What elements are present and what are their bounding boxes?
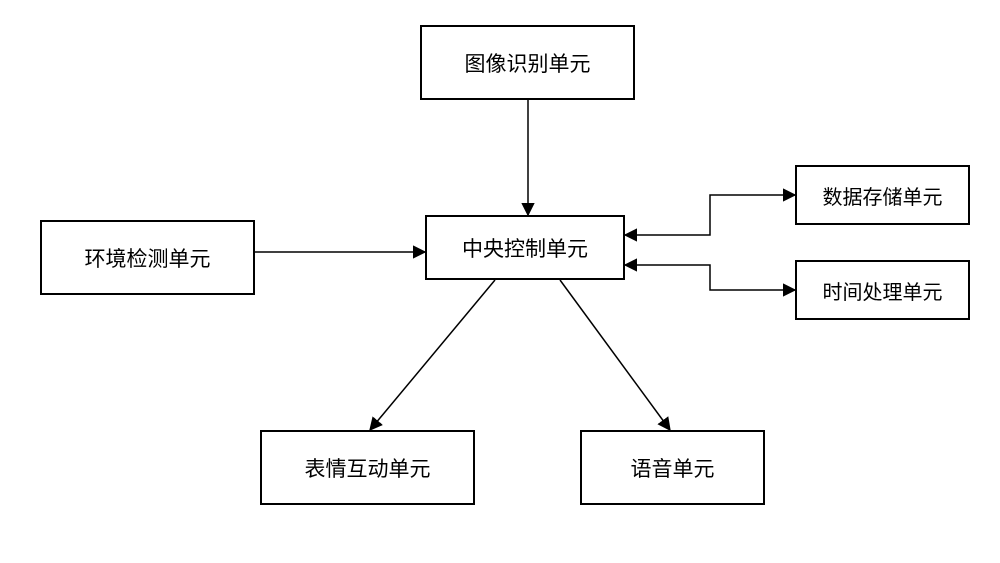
node-image-recognition: 图像识别单元: [420, 25, 635, 100]
node-label: 数据存储单元: [823, 181, 943, 210]
node-environment-detection: 环境检测单元: [40, 220, 255, 295]
node-time-processing: 时间处理单元: [795, 260, 970, 320]
node-label: 环境检测单元: [85, 243, 211, 273]
node-label: 语音单元: [631, 453, 715, 483]
node-emotion-interaction: 表情互动单元: [260, 430, 475, 505]
node-label: 图像识别单元: [465, 48, 591, 78]
node-label: 时间处理单元: [823, 276, 943, 305]
diagram-canvas: 图像识别单元 环境检测单元 中央控制单元 数据存储单元 时间处理单元 表情互动单…: [0, 0, 1000, 563]
node-label: 表情互动单元: [305, 453, 431, 483]
node-voice: 语音单元: [580, 430, 765, 505]
node-data-storage: 数据存储单元: [795, 165, 970, 225]
node-central-control: 中央控制单元: [425, 215, 625, 280]
node-label: 中央控制单元: [462, 233, 588, 263]
